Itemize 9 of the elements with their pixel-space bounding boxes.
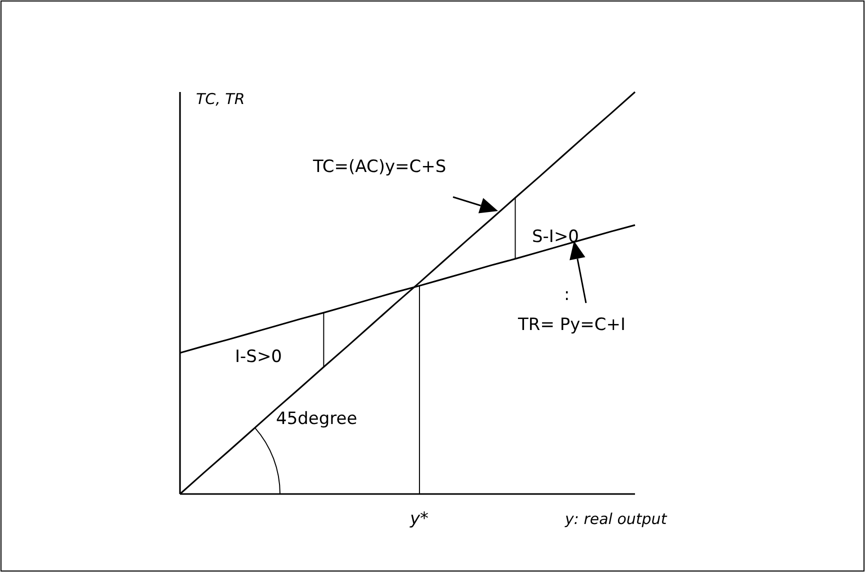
y-axis-title: TC, TR [196,90,245,108]
annotation: S-I>0 [532,227,579,247]
x-axis-title: y: real output [564,510,668,528]
annotation: TR= Py=C+I [517,315,626,335]
annotation: 45degree [276,409,358,429]
annotation: I-S>0 [235,347,282,367]
annotation: : [564,285,570,305]
annotation: TC=(AC)y=C+S [312,157,446,177]
text: y* [409,509,429,529]
